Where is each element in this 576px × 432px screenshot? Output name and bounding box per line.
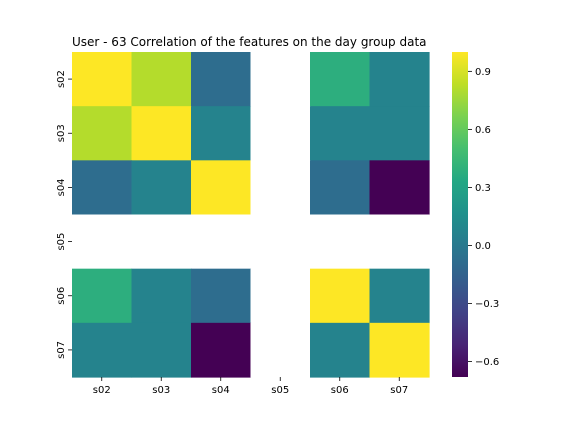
heatmap-cell (131, 106, 192, 161)
heatmap-cell (369, 214, 430, 270)
y-tick-label: s03 (56, 124, 67, 142)
heatmap-cell (191, 52, 252, 107)
heatmap-cell (72, 214, 133, 270)
y-tick-label: s06 (56, 287, 67, 305)
heatmap-cell (72, 268, 133, 324)
heatmap-cell (191, 322, 252, 378)
heatmap-cell (369, 160, 430, 216)
chart-title: User - 63 Correlation of the features on… (72, 35, 427, 49)
heatmap-cell (131, 322, 192, 378)
heatmap-cell (250, 106, 311, 161)
x-tick-label: s04 (212, 385, 230, 396)
heatmap-cell (369, 322, 430, 378)
colorbar-tick-label: −0.6 (475, 357, 499, 368)
y-axis-ticks: s02 s03 s04 s05 s06 s07 (56, 70, 72, 359)
colorbar-tick-label: 0.3 (475, 183, 491, 194)
heatmap-cell (131, 160, 192, 216)
colorbar-gradient (452, 52, 468, 377)
heatmap-cell (191, 106, 252, 161)
colorbar-tick-label: 0.9 (475, 67, 491, 78)
colorbar-tick-label: 0.0 (475, 241, 491, 252)
y-tick-label: s05 (56, 233, 67, 251)
y-tick-label: s04 (56, 178, 67, 196)
colorbar-tick-label: 0.6 (475, 125, 491, 136)
heatmap-cell (250, 322, 311, 378)
heatmap-cell (310, 106, 371, 161)
heatmap-cell (310, 52, 371, 107)
heatmap-cell (131, 214, 192, 270)
heatmap-cell (250, 52, 311, 107)
colorbar: −0.6 −0.3 0.0 0.3 0.6 0.9 (452, 52, 499, 377)
heatmap-cell (191, 268, 252, 324)
heatmap-cell (310, 322, 371, 378)
heatmap-cell (310, 214, 371, 270)
heatmap-cell (72, 52, 133, 107)
x-tick-label: s05 (271, 385, 289, 396)
heatmap-cell (72, 160, 133, 216)
heatmap-cell (250, 214, 311, 270)
heatmap-cell (250, 160, 311, 216)
x-tick-label: s02 (93, 385, 111, 396)
heatmap-cell (369, 268, 430, 324)
x-tick-label: s03 (152, 385, 170, 396)
heatmap-cell (310, 160, 371, 216)
heatmap-cell (191, 160, 252, 216)
heatmap-cell (131, 52, 192, 107)
x-axis-ticks: s02 s03 s04 s05 s06 s07 (93, 377, 408, 396)
y-tick-label: s07 (56, 341, 67, 359)
heatmap-cell (72, 106, 133, 161)
heatmap-cell (131, 268, 192, 324)
x-tick-label: s07 (390, 385, 408, 396)
heatmap-cell (310, 268, 371, 324)
y-tick-label: s02 (56, 70, 67, 88)
x-tick-label: s06 (331, 385, 349, 396)
heatmap-cell (250, 268, 311, 324)
heatmap-cell (369, 106, 430, 161)
heatmap-cell (369, 52, 430, 107)
heatmap-cells (72, 52, 430, 378)
colorbar-tick-label: −0.3 (475, 299, 499, 310)
heatmap-cell (191, 214, 252, 270)
heatmap-cell (72, 322, 133, 378)
